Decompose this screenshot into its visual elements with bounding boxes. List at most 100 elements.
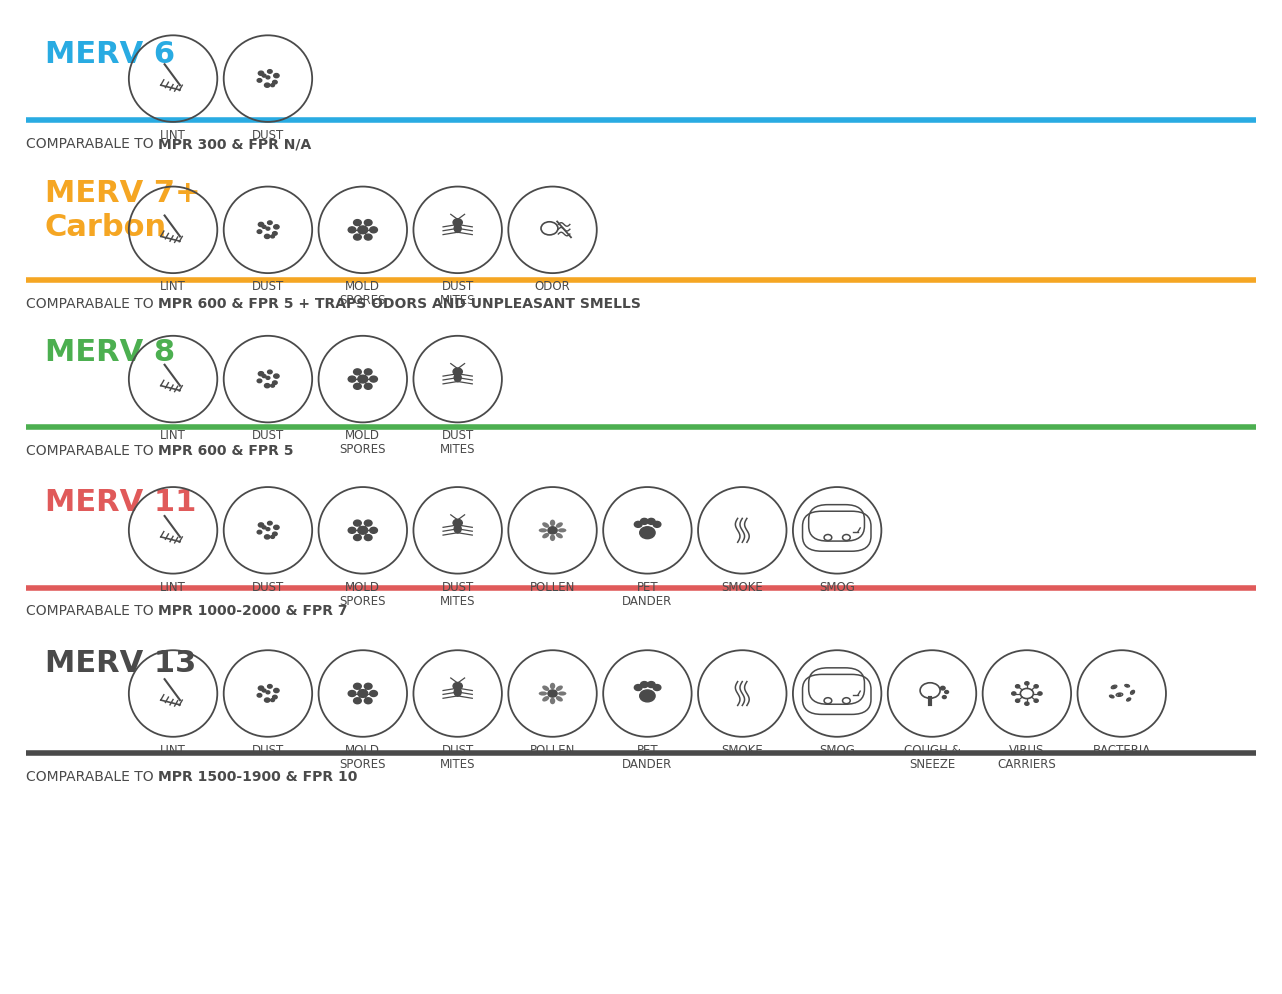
Circle shape — [273, 382, 277, 385]
Circle shape — [349, 528, 356, 534]
Text: LINT: LINT — [160, 580, 186, 593]
Circle shape — [259, 72, 264, 77]
Circle shape — [274, 75, 279, 79]
Text: MERV 11: MERV 11 — [45, 487, 196, 516]
Text: MPR 600 & FPR 5 + TRAPS ODORS AND UNPLEASANT SMELLS: MPR 600 & FPR 5 + TRAPS ODORS AND UNPLEA… — [158, 296, 641, 310]
Text: MPR 600 & FPR 5: MPR 600 & FPR 5 — [158, 443, 294, 457]
Circle shape — [273, 696, 277, 699]
Text: DUST
MITES: DUST MITES — [440, 580, 476, 607]
Text: BACTERIA: BACTERIA — [1092, 744, 1151, 756]
Ellipse shape — [454, 225, 462, 234]
Text: VIRUS
CARRIERS: VIRUS CARRIERS — [997, 744, 1056, 770]
Circle shape — [274, 689, 279, 693]
Ellipse shape — [558, 529, 567, 533]
Circle shape — [635, 685, 642, 691]
Circle shape — [364, 521, 372, 527]
Ellipse shape — [542, 523, 549, 528]
Circle shape — [264, 84, 271, 88]
Circle shape — [1118, 694, 1120, 696]
Circle shape — [273, 233, 277, 236]
Circle shape — [271, 385, 274, 388]
Circle shape — [274, 226, 279, 230]
Text: DUST: DUST — [251, 580, 285, 593]
Circle shape — [1024, 703, 1029, 706]
Circle shape — [453, 683, 463, 690]
Circle shape — [259, 686, 264, 691]
Circle shape — [641, 519, 649, 525]
Text: LINT: LINT — [160, 128, 186, 142]
Ellipse shape — [542, 697, 549, 702]
Text: COMPARABALE TO: COMPARABALE TO — [26, 443, 158, 457]
Text: DUST: DUST — [251, 744, 285, 756]
Circle shape — [259, 523, 264, 528]
Circle shape — [453, 520, 463, 527]
Circle shape — [1126, 685, 1128, 687]
Circle shape — [354, 235, 362, 241]
Text: MPR 300 & FPR N/A: MPR 300 & FPR N/A — [158, 137, 312, 151]
Circle shape — [258, 380, 262, 384]
Text: DUST: DUST — [251, 280, 285, 293]
Text: MERV 7+
Carbon: MERV 7+ Carbon — [45, 179, 200, 242]
Circle shape — [364, 698, 372, 704]
Text: MOLD
SPORES: MOLD SPORES — [340, 429, 386, 456]
Text: COMPARABALE TO: COMPARABALE TO — [26, 137, 158, 151]
Circle shape — [263, 227, 267, 229]
Circle shape — [641, 682, 649, 688]
Circle shape — [271, 699, 274, 702]
Text: DUST: DUST — [251, 128, 285, 142]
Circle shape — [264, 385, 271, 389]
Text: LINT: LINT — [160, 744, 186, 756]
Circle shape — [267, 691, 271, 694]
Circle shape — [263, 75, 267, 78]
Circle shape — [945, 691, 949, 694]
Circle shape — [259, 223, 264, 228]
Circle shape — [263, 527, 267, 529]
Text: COMPARABALE TO: COMPARABALE TO — [26, 769, 158, 783]
Circle shape — [942, 696, 946, 699]
Circle shape — [268, 522, 272, 526]
Circle shape — [941, 687, 945, 690]
Ellipse shape — [538, 692, 547, 696]
Ellipse shape — [538, 529, 547, 533]
Text: MOLD
SPORES: MOLD SPORES — [340, 280, 386, 307]
Text: COMPARABALE TO: COMPARABALE TO — [26, 296, 158, 310]
Circle shape — [653, 522, 662, 528]
Ellipse shape — [558, 692, 567, 696]
Circle shape — [358, 527, 368, 535]
Circle shape — [264, 236, 271, 240]
Circle shape — [1015, 685, 1019, 688]
Circle shape — [358, 690, 368, 698]
Ellipse shape — [556, 697, 563, 702]
Text: DUST: DUST — [251, 429, 285, 442]
Circle shape — [358, 227, 368, 235]
Circle shape — [547, 527, 558, 535]
Circle shape — [364, 535, 372, 541]
Ellipse shape — [550, 683, 555, 690]
Circle shape — [1015, 700, 1019, 703]
Circle shape — [369, 228, 377, 234]
Circle shape — [453, 369, 463, 376]
Circle shape — [647, 682, 655, 688]
Text: SMOKE: SMOKE — [722, 580, 763, 593]
Circle shape — [364, 221, 372, 227]
Circle shape — [547, 690, 558, 698]
Ellipse shape — [550, 535, 555, 542]
Text: ODOR: ODOR — [535, 280, 570, 293]
Circle shape — [259, 372, 264, 377]
Circle shape — [354, 221, 362, 227]
Circle shape — [358, 376, 368, 384]
Circle shape — [1024, 682, 1029, 685]
Circle shape — [268, 685, 272, 689]
Text: SMOKE: SMOKE — [722, 744, 763, 756]
Circle shape — [271, 236, 274, 239]
Text: MPR 1000-2000 & FPR 7: MPR 1000-2000 & FPR 7 — [158, 603, 347, 617]
Text: PET
DANDER: PET DANDER — [622, 744, 673, 770]
Text: LINT: LINT — [160, 280, 186, 293]
Ellipse shape — [542, 534, 549, 539]
Circle shape — [354, 370, 362, 376]
Circle shape — [263, 376, 267, 378]
Circle shape — [268, 71, 272, 75]
Circle shape — [635, 522, 642, 528]
Circle shape — [354, 521, 362, 527]
Circle shape — [1128, 699, 1129, 701]
